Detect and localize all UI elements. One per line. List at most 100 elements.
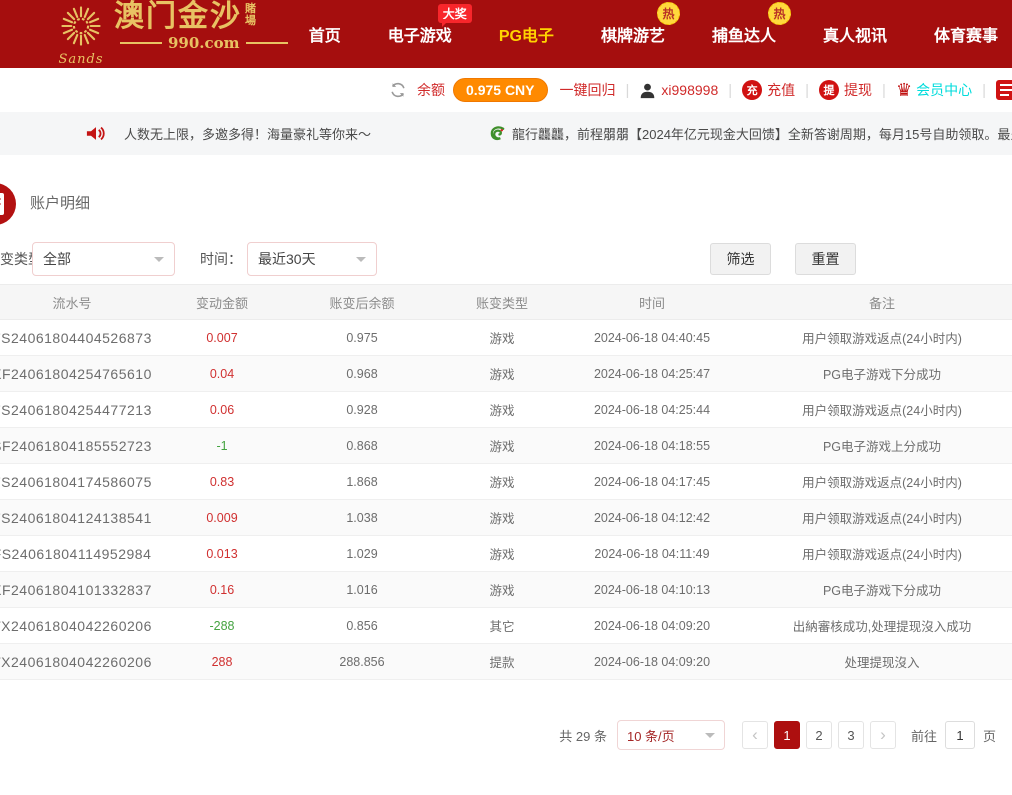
cell-amount: 0.007 [172,319,272,356]
deposit-icon: 充 [742,80,763,100]
sun-logo-icon [58,3,104,54]
nav-item-fishing[interactable]: 捕鱼达人 热 [712,0,791,68]
nav-item-label: 体育赛事 [933,28,998,45]
cell-remark: 出納審核成功,处理提现沒入成功 [752,607,1012,644]
pagination-bar: 共 29 条 10 条/页 ‹ 123 › 前往 页 [0,720,1012,750]
prev-page-button[interactable]: ‹ [741,721,768,749]
member-center-button[interactable]: 会员中心 [916,82,973,98]
page-title-icon [0,183,16,230]
table-row: FS24061804254477213 0.06 0.928 游戏 2024-06-18… [0,391,1012,428]
username[interactable]: xi998998 [661,82,719,98]
cell-time: 2024-06-18 04:12:42 [552,499,752,536]
cell-time: 2024-06-18 04:09:20 [552,643,752,680]
cell-type: 游戏 [452,571,552,608]
type-filter-select[interactable]: 全部 [32,242,175,276]
per-page-select[interactable]: 10 条/页 [616,720,725,750]
cell-serial: FS24061804404526873 [0,319,172,356]
cell-type: 提款 [452,643,552,680]
one-key-recall-button[interactable]: 一键回归 [559,82,616,98]
table-row: TX24061804042260206 288 288.856 提款 2024-06-1… [0,643,1012,680]
table-row: FS24061804124138541 0.009 1.038 游戏 2024-06-1… [0,499,1012,536]
main-content: 账户明细 账变类型： 全部 时间： 最近30天 筛选 重置 流水号变动金额账变后… [0,183,1012,750]
announcement-text-1: 人数无上限，多邀多得！海量豪礼等你来～ [124,127,372,142]
hot-badge: 热 [767,2,791,25]
reset-button[interactable]: 重置 [795,243,856,275]
cell-time: 2024-06-18 04:25:44 [552,391,752,428]
nav-item-pg[interactable]: PG电子 [499,0,554,68]
cell-time: 2024-06-18 04:10:13 [552,571,752,608]
cell-type: 其它 [452,607,552,644]
cell-remark: PG电子游戏上分成功 [752,427,1012,464]
cell-serial: XF24061804254765610 [0,355,172,392]
user-toolbar: 余额 0.975 CNY 一键回归 | xi998998 | 充 充值 | 提 … [0,68,1012,112]
cell-serial: TX24061804042260206 [0,607,172,644]
chevron-down-icon [356,257,366,267]
time-filter-select[interactable]: 最近30天 [247,242,377,276]
cell-type: 游戏 [452,355,552,392]
cell-time: 2024-06-18 04:40:45 [552,319,752,356]
announcement-text-2: 龍行龘龘，前程朤朤【2024年亿元现金大回馈】全新答谢周期，每月15号自助领取。… [512,127,1012,142]
cell-type: 游戏 [452,427,552,464]
nav-item-label: PG电子 [498,28,554,45]
chevron-down-icon [704,733,715,743]
account-detail-icon[interactable] [996,80,1012,100]
cell-amount: 0.16 [172,571,272,608]
nav-item-board-games[interactable]: 棋牌游艺 热 [601,0,680,68]
cell-amount: 0.009 [172,499,272,536]
balance-value[interactable]: 0.975 CNY [453,78,548,102]
cell-remark: PG电子游戏下分成功 [752,571,1012,608]
hot-badge: 热 [656,2,680,25]
refresh-balance-icon[interactable] [389,81,407,99]
cell-remark: 用户领取游戏返点(24小时内) [752,391,1012,428]
table-row: FS24061804114952984 0.013 1.029 游戏 2024-06-1… [0,535,1012,572]
cell-balance: 1.016 [272,571,452,608]
page-button-1[interactable]: 1 [773,721,800,749]
column-header: 时间 [552,284,752,320]
cell-amount: -288 [172,607,272,644]
cell-balance: 288.856 [272,643,452,680]
cell-amount: 0.013 [172,535,272,572]
table-row: SF24061804185552723 -1 0.868 游戏 2024-06-18 0… [0,427,1012,464]
cell-time: 2024-06-18 04:18:55 [552,427,752,464]
nav-item-home[interactable]: 首页 [309,0,341,68]
column-header: 流水号 [0,284,172,320]
nav-item-sports[interactable]: 体育赛事 [934,0,998,68]
cell-balance: 0.975 [272,319,452,356]
total-count: 共 29 条 [559,728,607,744]
table-row: FS24061804404526873 0.007 0.975 游戏 2024-06-1… [0,319,1012,356]
main-nav: 首页 电子游戏 大奖 PG电子 棋牌游艺 热捕鱼达人 热 真人视讯 体育赛事 [309,0,1012,68]
page-button-2[interactable]: 2 [805,721,832,749]
table-row: XF24061804254765610 0.04 0.968 游戏 2024-06-18… [0,355,1012,392]
cell-balance: 1.868 [272,463,452,500]
balance-label: 余额 [417,82,446,98]
cell-amount: 0.83 [172,463,272,500]
nav-item-label: 电子游戏 [387,28,452,45]
dragon-icon [489,125,506,142]
next-page-button[interactable]: › [869,721,896,749]
nav-item-slots[interactable]: 电子游戏 大奖 [387,0,472,68]
cell-balance: 0.928 [272,391,452,428]
cell-balance: 0.856 [272,607,452,644]
sands-wordmark: Sands [58,52,104,67]
cell-time: 2024-06-18 04:09:20 [552,607,752,644]
goto-label: 前往 [910,728,937,744]
cell-serial: TX24061804042260206 [0,643,172,680]
column-header: 变动金额 [172,284,272,320]
nav-item-label: 首页 [308,28,341,45]
nav-item-label: 真人视讯 [822,28,887,45]
cell-remark: 用户领取游戏返点(24小时内) [752,319,1012,356]
cell-type: 游戏 [452,499,552,536]
withdraw-button[interactable]: 提现 [844,82,873,98]
goto-page-input[interactable] [944,721,975,749]
page-button-3[interactable]: 3 [837,721,864,749]
nav-item-live[interactable]: 真人视讯 [823,0,887,68]
filter-button[interactable]: 筛选 [710,243,771,275]
column-header: 账变后余额 [272,284,452,320]
transactions-table: 流水号 变动金额 账变后余额 账变类型 时间 备注 FS24061804404526873… [0,284,1012,680]
brand-name: 澳门金沙 [114,0,242,34]
column-header: 账变类型 [452,284,552,320]
cell-remark: 用户领取游戏返点(24小时内) [752,499,1012,536]
site-logo[interactable]: Sands 澳门金沙 賭場 990.com [58,1,294,67]
deposit-button[interactable]: 充值 [767,82,796,98]
cell-remark: 处理提现沒入 [752,643,1012,680]
